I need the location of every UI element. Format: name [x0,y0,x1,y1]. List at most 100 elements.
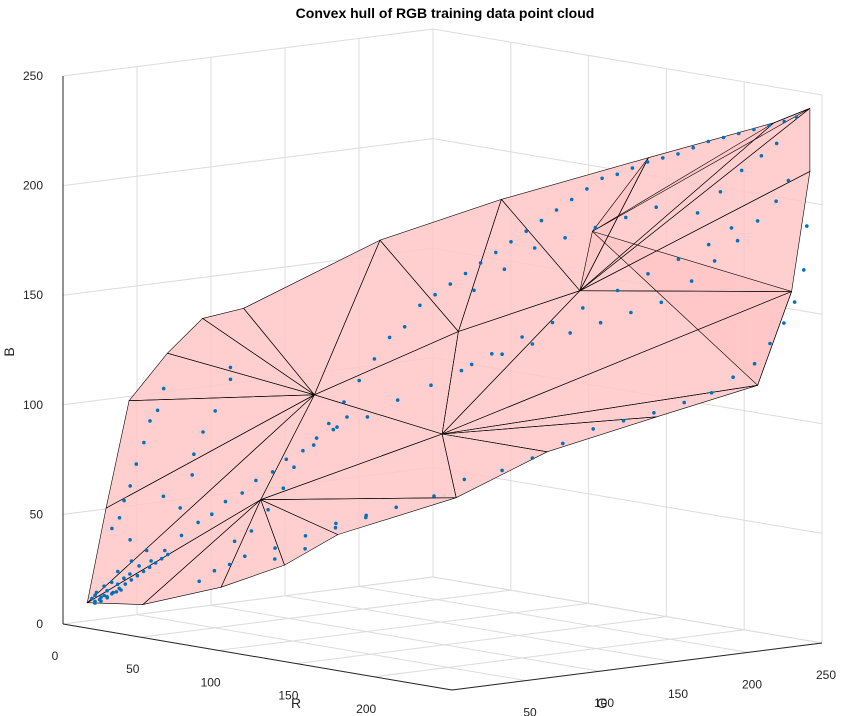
data-point [102,593,106,598]
data-point [490,352,494,356]
data-point [99,599,103,603]
floor-grid-line-g [210,604,601,672]
floor-grid-line-g [358,585,749,653]
axes [62,76,823,691]
data-point [712,259,717,263]
data-point [197,579,201,584]
data-point [418,303,422,308]
wall-grid-line-b2 [432,576,823,644]
data-point [659,300,664,305]
hull-face [260,497,457,535]
data-point [581,306,585,310]
data-point [462,477,467,482]
data-point [166,552,170,557]
data-point [212,568,217,573]
data-point [201,430,205,434]
data-point [676,257,681,262]
hull-face [167,318,315,395]
data-point [153,561,158,565]
data-point [539,218,544,223]
data-point [794,115,799,119]
data-point [615,172,620,177]
data-point [128,484,132,488]
data-point [561,441,565,446]
data-point [331,427,336,432]
data-point [394,505,399,510]
data-point [232,539,237,544]
data-point [303,534,308,538]
data-point [128,538,132,542]
data-point [752,127,756,132]
data-point [532,246,537,250]
r-tick-label: 100 [201,675,221,689]
data-point [372,357,377,361]
data-point [93,601,97,605]
floor-grid-line-r [218,602,589,651]
data-point [161,494,166,499]
data-point [509,240,513,244]
data-point [179,533,184,538]
data-point [122,498,126,503]
data-point [292,465,296,470]
r-axis-line [62,623,453,691]
data-point [210,512,214,516]
data-point [624,215,628,220]
data-point [676,152,680,156]
data-point [223,499,228,504]
wall-grid-line-b1 [62,28,434,77]
data-point [213,409,217,413]
data-point [774,141,779,146]
data-point [122,576,126,580]
data-point [792,300,797,304]
data-point [500,352,504,357]
data-point [128,572,132,576]
data-point [148,419,152,423]
data-point [110,526,114,531]
data-point [718,190,723,194]
g-tick-label: 50 [523,706,537,716]
data-point [240,491,244,495]
data-point [249,529,254,533]
data-point [178,506,182,510]
data-point [469,362,474,367]
data-point [273,546,277,550]
floor-grid-line-g [136,614,527,682]
data-point [364,513,369,518]
data-point [530,456,535,460]
wall-grid-line-b2 [432,466,823,534]
data-point [598,320,603,325]
b-tick-label: 0 [36,617,43,631]
data-point [102,584,106,588]
data-point [802,268,806,272]
floor-grid-line-r [140,589,511,638]
data-point [768,341,772,346]
data-point [706,139,711,144]
data-point [109,580,114,585]
data-point [782,119,786,124]
data-point [144,548,149,553]
data-point [472,288,476,293]
data-point [459,368,464,373]
data-point [432,494,436,498]
r-tick-label: 200 [356,702,376,716]
hull-face [314,240,459,395]
data-point [137,564,141,568]
hull-face [129,353,315,401]
data-point [105,595,109,599]
hull-edge [592,108,811,232]
data-point [111,590,115,595]
data-point [782,321,786,325]
data-point [429,383,433,388]
g-tick-label: 150 [668,687,688,701]
data-point [524,229,528,233]
tick-labels: 0501001502002500501001502002500501001502… [23,69,836,716]
data-point [721,135,726,140]
data-point [266,507,270,512]
data-point [228,377,233,382]
g-tick-label: 250 [816,668,836,682]
data-point [115,582,120,586]
data-point [357,378,362,383]
floor-grid-line-r [374,629,745,678]
data-point [116,569,120,574]
